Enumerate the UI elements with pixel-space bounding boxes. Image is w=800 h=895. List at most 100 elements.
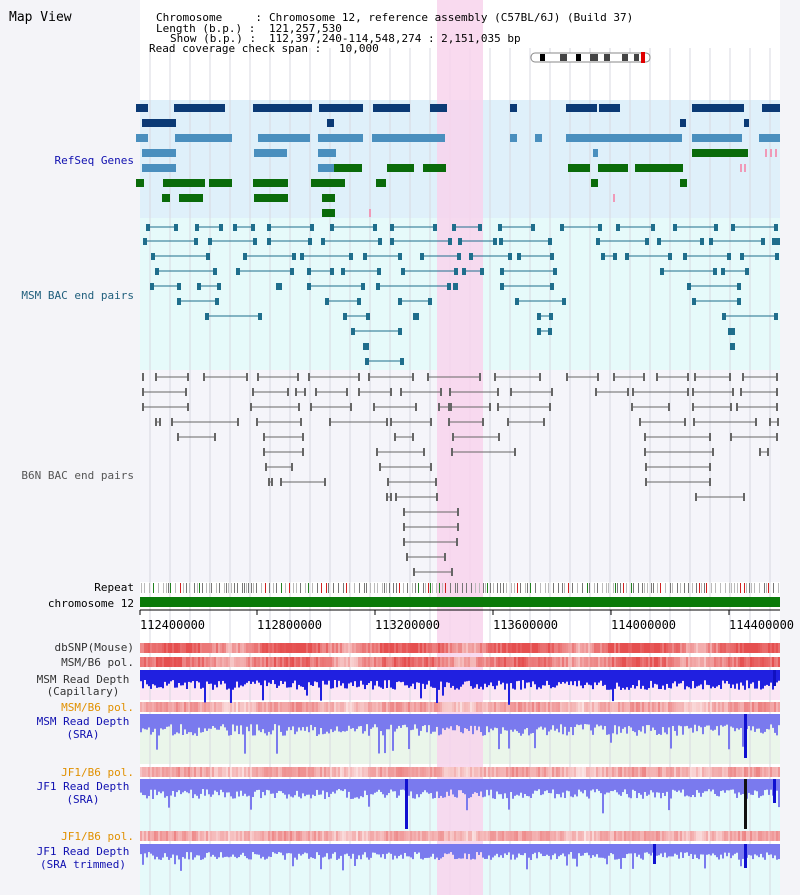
heat-cell	[178, 831, 180, 841]
depth-bar	[666, 670, 668, 684]
depth-bar	[494, 714, 496, 728]
repeat-mark	[326, 583, 327, 593]
depth-bar	[712, 670, 714, 687]
depth-bar	[498, 844, 500, 858]
heat-cell	[210, 831, 212, 841]
heat-cell	[260, 767, 262, 777]
bac-end-marker	[361, 283, 365, 290]
bac-end-marker	[740, 253, 744, 260]
heat-cell	[346, 657, 348, 667]
heat-cell	[294, 831, 296, 841]
heat-cell	[750, 831, 752, 841]
depth-bar	[738, 779, 740, 793]
depth-bar	[308, 844, 310, 859]
heat-cell	[434, 831, 436, 841]
depth-bar	[706, 670, 708, 685]
heat-cell	[542, 657, 544, 667]
heat-cell	[430, 767, 432, 777]
heat-cell	[586, 643, 588, 653]
heat-cell	[578, 831, 580, 841]
depth-bar	[412, 844, 414, 860]
depth-bar	[382, 779, 384, 795]
repeat-mark	[517, 583, 518, 593]
heat-cell	[414, 831, 416, 841]
bac-end-marker	[692, 388, 694, 396]
bac-end-marker	[759, 448, 761, 456]
heat-cell	[720, 643, 722, 653]
heat-cell	[754, 643, 756, 653]
depth-bar	[378, 670, 380, 687]
depth-bar	[596, 670, 598, 686]
heat-cell	[188, 657, 190, 667]
heat-cell	[588, 831, 590, 841]
depth-bar	[592, 779, 594, 790]
depth-bar	[574, 779, 576, 795]
depth-bar	[540, 844, 542, 854]
depth-bar	[484, 670, 486, 684]
heat-cell	[206, 643, 208, 653]
depth-bar	[196, 714, 198, 736]
heat-cell	[772, 831, 774, 841]
repeat-mark	[430, 583, 431, 593]
depth-bar	[202, 670, 204, 688]
heat-cell	[268, 643, 270, 653]
repeat-mark	[328, 583, 329, 593]
depth-bar	[188, 779, 190, 794]
heat-cell	[746, 643, 748, 653]
bac-end-marker	[267, 224, 271, 231]
depth-bar	[142, 714, 144, 729]
bac-end-marker	[155, 373, 157, 381]
heat-cell	[152, 643, 154, 653]
bac-end-marker	[185, 388, 187, 396]
heat-cell	[412, 643, 414, 653]
depth-bar	[632, 714, 634, 732]
depth-bar	[666, 779, 668, 792]
depth-bar	[538, 779, 540, 790]
depth-bar	[480, 670, 482, 687]
heat-cell	[392, 657, 394, 667]
depth-bar	[680, 844, 682, 853]
heat-cell	[520, 657, 522, 667]
heat-cell	[496, 657, 498, 667]
depth-bar	[418, 844, 420, 853]
depth-bar	[712, 714, 714, 731]
depth-bar	[554, 714, 556, 731]
heat-cell	[472, 702, 474, 712]
depth-bar	[560, 779, 562, 798]
depth-bar	[496, 844, 498, 854]
track-label-msm-depth-cap-1: MSM Read Depth	[36, 673, 130, 686]
depth-bar	[486, 714, 488, 727]
depth-bar	[228, 670, 230, 689]
heat-cell	[168, 767, 170, 777]
bac-end-marker	[307, 268, 311, 275]
depth-bar	[492, 779, 494, 799]
depth-bar	[520, 714, 522, 736]
depth-bar	[714, 844, 716, 856]
heat-cell	[704, 657, 706, 667]
depth-bar	[742, 844, 744, 859]
depth-bar	[502, 670, 504, 683]
depth-bar	[552, 844, 554, 856]
bac-end-marker	[300, 418, 302, 426]
heat-cell	[444, 831, 446, 841]
depth-bar	[560, 670, 562, 684]
heat-cell	[480, 831, 482, 841]
heat-cell	[632, 831, 634, 841]
repeat-mark	[520, 583, 521, 593]
heat-cell	[172, 767, 174, 777]
heat-cell	[202, 643, 204, 653]
depth-bar	[384, 844, 386, 859]
heat-cell	[428, 831, 430, 841]
depth-bar	[272, 779, 274, 794]
depth-bar	[698, 714, 700, 726]
depth-bar	[244, 779, 246, 794]
depth-bar	[146, 714, 148, 730]
heat-cell	[452, 657, 454, 667]
heat-cell	[240, 831, 242, 841]
heat-cell	[144, 702, 146, 712]
depth-bar	[458, 844, 460, 859]
depth-bar	[296, 670, 298, 690]
heat-cell	[290, 702, 292, 712]
heat-cell	[712, 831, 714, 841]
